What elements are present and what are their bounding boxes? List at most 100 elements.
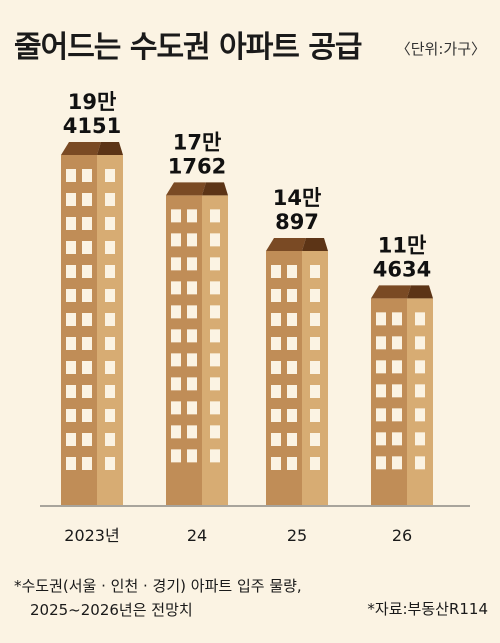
bar-window	[187, 257, 197, 271]
bar-window	[210, 425, 220, 439]
bar-window	[310, 313, 320, 327]
bar-window	[376, 432, 386, 446]
bar-window	[82, 337, 92, 350]
bar-window	[66, 361, 76, 374]
bar-window	[310, 457, 320, 471]
bar-building-side	[407, 298, 433, 505]
bar-window	[82, 169, 92, 182]
bar-window	[310, 337, 320, 351]
bar-window	[66, 409, 76, 422]
bar-window	[105, 313, 115, 326]
bar-roof-side	[97, 142, 123, 155]
bar-window	[392, 360, 402, 374]
bar-window	[210, 233, 220, 247]
bar-window	[82, 433, 92, 446]
bar-window	[415, 456, 425, 470]
bar-window	[310, 385, 320, 399]
bar-window	[105, 265, 115, 278]
bar-window	[392, 432, 402, 446]
bar-window	[287, 313, 297, 327]
bar-window	[392, 336, 402, 350]
bar-window	[82, 409, 92, 422]
bar-window	[187, 377, 197, 391]
bar-building-front	[61, 155, 97, 505]
bar-window	[82, 385, 92, 398]
bar-window	[210, 257, 220, 271]
bar-window	[66, 169, 76, 182]
bar-window	[187, 281, 197, 295]
x-tick-label: 2023년	[64, 526, 119, 545]
bar-window	[66, 265, 76, 278]
bar-window	[271, 337, 281, 351]
bar-window	[310, 265, 320, 279]
unit-label: 〈단위:가구〉	[395, 40, 486, 58]
data-label-units: 1762	[168, 154, 226, 178]
bar-roof-side	[202, 182, 228, 196]
bar-window	[105, 217, 115, 230]
bar-roof-front	[371, 285, 411, 299]
bar-window	[271, 409, 281, 423]
bar-window	[171, 305, 181, 319]
bar-window	[66, 433, 76, 446]
bar-window	[392, 408, 402, 422]
bar-window	[271, 385, 281, 399]
bar-window	[171, 449, 181, 463]
bar-window	[171, 281, 181, 295]
bar-window	[66, 385, 76, 398]
bar-window	[171, 329, 181, 343]
bar-window	[310, 409, 320, 423]
bar-window	[187, 329, 197, 343]
bar-window	[287, 385, 297, 399]
bar-roof-side	[407, 285, 433, 299]
bar-window	[271, 361, 281, 375]
bar-window	[210, 305, 220, 319]
bar-window	[376, 312, 386, 326]
bar-window	[66, 241, 76, 254]
bar-window	[187, 209, 197, 223]
bar-window	[376, 456, 386, 470]
bar-window	[82, 217, 92, 230]
bar-window	[105, 193, 115, 206]
bar-window	[415, 312, 425, 326]
bar-window	[105, 241, 115, 254]
bar-window	[82, 265, 92, 278]
data-label-man: 19만	[68, 90, 117, 114]
bar-window	[105, 457, 115, 470]
bar-window	[105, 409, 115, 422]
bar-window	[376, 336, 386, 350]
bar-window	[287, 361, 297, 375]
bar-window	[82, 289, 92, 302]
bar-window	[171, 257, 181, 271]
data-label-units: 4634	[373, 257, 431, 281]
bar-window	[210, 353, 220, 367]
bar-building-side	[97, 155, 123, 505]
data-label-man: 17만	[173, 130, 222, 154]
bar-window	[82, 313, 92, 326]
bar-window	[210, 377, 220, 391]
bar-window	[66, 313, 76, 326]
bar-window	[105, 433, 115, 446]
bar-window	[415, 360, 425, 374]
footnote: *수도권(서울 · 인천 · 경기) 아파트 입주 물량, 2025~2026년…	[14, 574, 302, 622]
bar-window	[392, 456, 402, 470]
bar-window	[171, 425, 181, 439]
bar-window	[210, 209, 220, 223]
bar-window	[82, 241, 92, 254]
bar-window	[171, 233, 181, 247]
bar-window	[66, 193, 76, 206]
bar-window	[415, 408, 425, 422]
bar-window	[287, 409, 297, 423]
bar-window	[171, 401, 181, 415]
bar-window	[310, 289, 320, 303]
bar-window	[376, 408, 386, 422]
bar-roof-side	[302, 238, 328, 252]
data-label-man: 11만	[378, 233, 427, 257]
bar-window	[187, 305, 197, 319]
bar-window	[271, 313, 281, 327]
bar-window	[66, 289, 76, 302]
bar-roof-front	[166, 182, 206, 196]
bar-window	[171, 209, 181, 223]
source-label: *자료:부동산R114	[367, 600, 488, 618]
bar-window	[210, 401, 220, 415]
